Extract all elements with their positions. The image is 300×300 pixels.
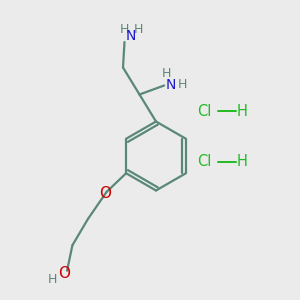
Text: H: H	[120, 23, 129, 36]
Text: H: H	[237, 154, 248, 169]
Text: H: H	[177, 78, 187, 92]
Text: H: H	[47, 273, 57, 286]
Text: Cl: Cl	[197, 103, 211, 118]
Text: H: H	[133, 23, 143, 36]
Text: O: O	[58, 266, 70, 281]
Text: H: H	[162, 67, 171, 80]
Text: H: H	[237, 103, 248, 118]
Text: N: N	[166, 78, 176, 92]
Text: N: N	[126, 29, 136, 43]
Text: Cl: Cl	[197, 154, 211, 169]
Text: O: O	[99, 185, 111, 201]
